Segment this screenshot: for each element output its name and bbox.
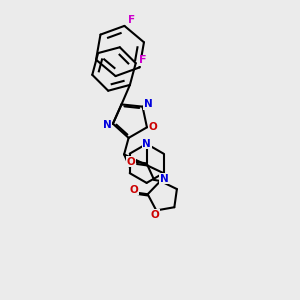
Text: N: N	[144, 99, 152, 109]
Text: F: F	[139, 55, 146, 65]
Text: N: N	[160, 174, 168, 184]
Text: F: F	[128, 16, 136, 26]
Text: O: O	[148, 122, 157, 132]
Text: O: O	[130, 185, 139, 195]
Text: N: N	[142, 139, 151, 149]
Text: O: O	[150, 210, 159, 220]
Text: N: N	[103, 120, 112, 130]
Text: O: O	[126, 157, 135, 167]
